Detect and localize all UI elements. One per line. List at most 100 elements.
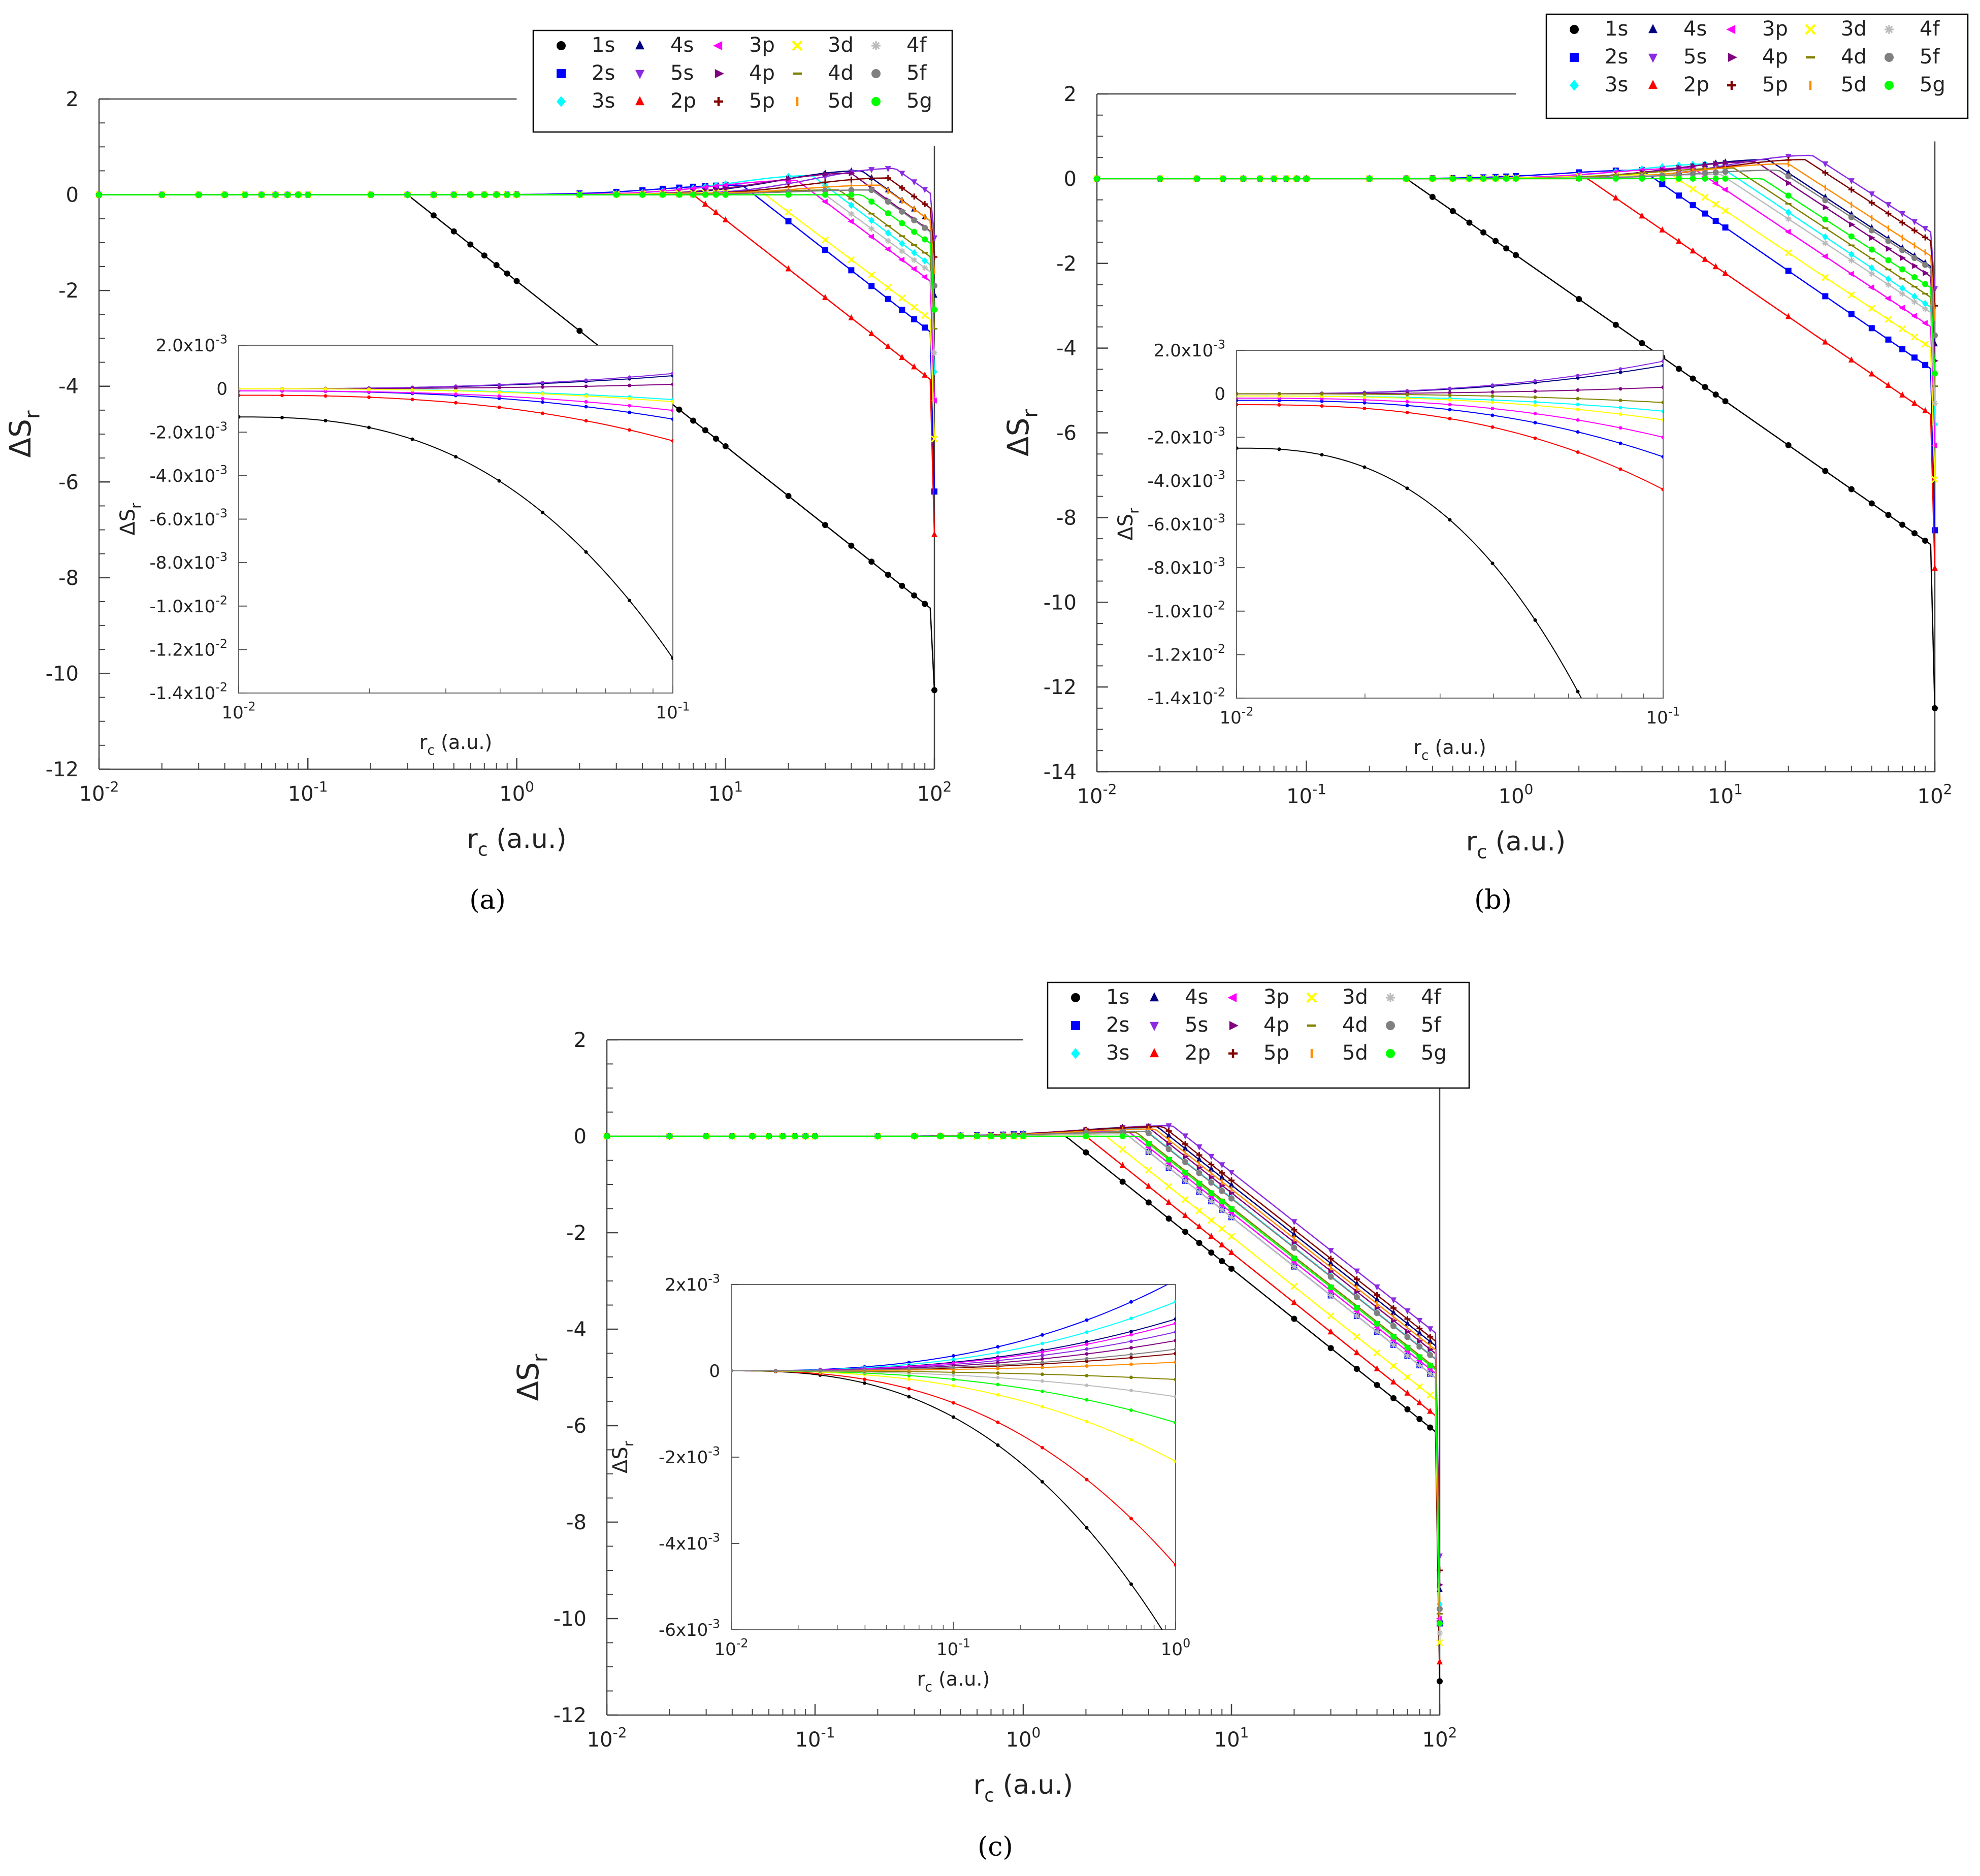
- legend-marker-2s: [1570, 53, 1579, 62]
- series-point-3d: [1145, 1166, 1152, 1174]
- legend-label-5p: 5p: [1762, 73, 1788, 96]
- series-point-1s: [504, 270, 510, 277]
- inset-point-5d: [1174, 1360, 1176, 1364]
- series-point-2p: [1228, 1248, 1235, 1255]
- series-point-5g: [659, 191, 666, 198]
- inset-point-5s: [1618, 367, 1622, 371]
- inset-point-2p: [671, 439, 673, 443]
- inset-point-3s: [1661, 409, 1663, 413]
- legend-label-5p: 5p: [749, 89, 775, 113]
- series-point-3d: [1847, 291, 1855, 299]
- series-point-4s: [1196, 1156, 1203, 1162]
- series-point-1s: [1899, 521, 1906, 528]
- inset-point-3d: [1405, 396, 1409, 400]
- series-point-2p: [1291, 1299, 1297, 1305]
- series-point-5p: [1868, 200, 1875, 206]
- inset-point-2s: [1576, 430, 1580, 434]
- series-point-5s: [1208, 1154, 1215, 1160]
- series-point-1s: [1416, 1416, 1423, 1422]
- series-point-1s: [1612, 321, 1619, 328]
- legend-marker-5p: [714, 97, 723, 106]
- inset-x-tick-label-exp: -1: [678, 700, 690, 714]
- series-point-1s: [690, 417, 697, 424]
- inset-point-3s: [1041, 1341, 1044, 1345]
- x-tick-label-exp: 2: [943, 778, 952, 795]
- series-point-2p: [1416, 1399, 1423, 1405]
- series-point-5g: [1429, 175, 1436, 182]
- series-point-5f: [1785, 173, 1792, 180]
- series-point-5p: [1165, 1128, 1172, 1134]
- inset-point-1s: [996, 1443, 1000, 1447]
- series-point-3d: [1784, 249, 1792, 256]
- legend-label-4p: 4p: [749, 61, 775, 85]
- inset-point-2s: [952, 1354, 955, 1358]
- inset-point-1s: [1662, 881, 1665, 884]
- inset-y-axis-label: ΔSr: [609, 1440, 637, 1473]
- series-point-2p: [1390, 1378, 1397, 1385]
- inset-point-5s: [1174, 1330, 1176, 1334]
- series-point-4p: [1219, 1182, 1226, 1189]
- series-point-5p: [1885, 210, 1892, 217]
- series-point-1s: [576, 327, 583, 334]
- inset-point-2s: [1362, 401, 1367, 405]
- inset-point-3s: [996, 1351, 1000, 1355]
- y-tick-label: 0: [574, 1125, 587, 1148]
- legend-marker-4s: [635, 40, 644, 50]
- series-point-2p: [885, 343, 891, 349]
- inset-point-3d: [1041, 1405, 1044, 1409]
- x-tick-label: 101: [1708, 781, 1743, 808]
- series-point-1s: [1437, 1678, 1443, 1685]
- series-point-5s: [1416, 1318, 1423, 1324]
- series-point-5g: [899, 220, 905, 226]
- series-point-3p: [910, 266, 917, 272]
- panel-caption: (a): [469, 885, 506, 915]
- series-point-3p: [821, 199, 828, 205]
- x-tick-label-exp: -1: [314, 778, 328, 795]
- series-point-5p: [1390, 1305, 1397, 1311]
- y-axis-label: ΔSr: [511, 1354, 552, 1401]
- series-point-5f: [1822, 197, 1829, 204]
- series-point-5g: [1011, 1133, 1017, 1139]
- series-point-1s: [1911, 530, 1918, 537]
- series-point-4p: [823, 171, 829, 178]
- series-point-5g: [1283, 175, 1289, 182]
- inset-y-tick-label-mant: -8.0x10: [1148, 558, 1214, 578]
- series-point-3d: [1389, 1362, 1398, 1370]
- series-line-4d: [99, 189, 935, 329]
- series-point-3s: [1899, 284, 1906, 292]
- series-point-5s: [1374, 1284, 1380, 1291]
- inset-point-4p: [541, 385, 544, 389]
- series-point-3p: [930, 398, 937, 404]
- legend-label-4d: 4d: [828, 61, 854, 85]
- y-tick-label: 2: [574, 1029, 587, 1052]
- inset-point-2p: [541, 411, 544, 415]
- series-point-5g: [1437, 1620, 1443, 1627]
- series-point-2s: [1932, 527, 1938, 534]
- inset-y-tick-label-exp: -3: [708, 1272, 720, 1286]
- inset-point-1s: [1277, 447, 1281, 451]
- legend-marker-5g: [871, 97, 881, 106]
- series-point-5s: [1228, 1170, 1235, 1176]
- series-point-4f: [1208, 1198, 1215, 1205]
- inset-point-3d: [323, 387, 328, 391]
- inset-y-tick-label-mant: -2x10: [659, 1447, 708, 1468]
- series-point-2p: [1353, 1349, 1360, 1356]
- inset-point-4p: [1576, 388, 1580, 392]
- y-tick-label: -12: [46, 758, 79, 781]
- inset-y-tick-label-exp: -2: [215, 637, 228, 651]
- series-point-3d: [898, 294, 906, 302]
- series-point-3s: [1885, 275, 1892, 283]
- x-axis-label-main: r: [973, 1770, 985, 1800]
- legend-marker-5s: [1150, 1022, 1159, 1031]
- series-point-4f: [1427, 1370, 1434, 1377]
- series-point-2p: [1932, 565, 1938, 571]
- inset-point-4f: [1085, 1384, 1089, 1388]
- legend-box: [1545, 13, 1969, 119]
- legend-label-4d: 4d: [1841, 45, 1867, 69]
- inset-x-axis-label-main: r: [419, 731, 428, 753]
- series-point-5g: [988, 1133, 994, 1139]
- series-point-2p: [1196, 1223, 1203, 1230]
- inset-point-2p: [367, 395, 371, 399]
- series-point-5f: [1219, 1188, 1225, 1194]
- inset-point-2s: [1533, 421, 1537, 425]
